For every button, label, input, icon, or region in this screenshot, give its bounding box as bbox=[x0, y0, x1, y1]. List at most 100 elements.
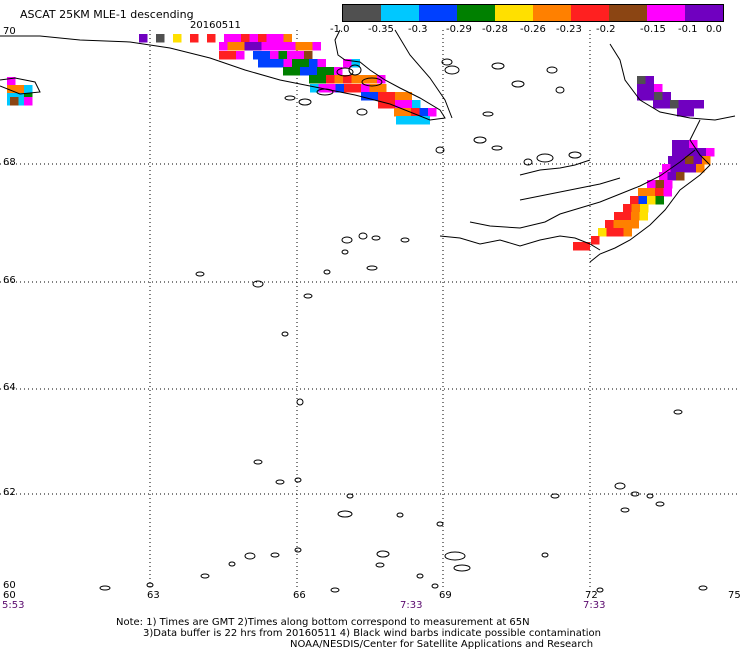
island bbox=[336, 67, 354, 77]
colorbar-cell bbox=[419, 5, 457, 21]
data-pixel bbox=[689, 148, 698, 157]
island bbox=[416, 573, 424, 579]
island bbox=[482, 111, 494, 117]
data-pixel bbox=[258, 59, 267, 68]
data-pixel bbox=[377, 75, 386, 84]
data-pixel bbox=[190, 34, 199, 43]
data-pixel bbox=[662, 92, 671, 101]
data-pixel bbox=[219, 42, 228, 51]
data-pixel bbox=[573, 242, 582, 251]
island bbox=[296, 398, 304, 406]
island bbox=[200, 573, 210, 579]
data-pixel bbox=[334, 75, 343, 84]
lat-lon-grid bbox=[0, 30, 740, 590]
island bbox=[444, 65, 460, 75]
island bbox=[673, 409, 683, 415]
data-pixel bbox=[325, 67, 334, 76]
island bbox=[284, 95, 296, 101]
data-pixel bbox=[413, 116, 422, 125]
data-pixel bbox=[232, 34, 241, 43]
data-pixel bbox=[300, 67, 309, 76]
data-pixel bbox=[369, 84, 378, 93]
x-axis-label: 69 bbox=[439, 590, 452, 601]
data-pixel bbox=[655, 180, 664, 189]
data-pixel bbox=[655, 196, 664, 205]
data-pixel bbox=[637, 84, 646, 93]
data-pixel bbox=[670, 164, 679, 173]
data-pixel bbox=[664, 180, 673, 189]
island bbox=[546, 66, 558, 74]
island bbox=[536, 153, 554, 163]
island bbox=[270, 552, 280, 558]
data-pixel bbox=[702, 156, 711, 165]
data-pixel bbox=[287, 42, 296, 51]
island bbox=[698, 585, 708, 591]
data-pixel bbox=[15, 97, 24, 106]
data-pixel bbox=[687, 100, 696, 109]
data-pixel bbox=[630, 220, 639, 229]
island bbox=[361, 77, 383, 87]
data-pixel bbox=[419, 108, 428, 117]
island bbox=[620, 507, 630, 513]
data-pixel bbox=[613, 220, 622, 229]
data-pixel bbox=[655, 188, 664, 197]
island bbox=[444, 551, 466, 561]
data-pixel bbox=[668, 156, 677, 165]
data-pixel bbox=[645, 84, 654, 93]
data-pixel bbox=[278, 42, 287, 51]
data-pixel bbox=[317, 59, 326, 68]
island bbox=[646, 493, 654, 499]
data-pixel bbox=[173, 34, 182, 43]
data-pixel bbox=[654, 84, 663, 93]
data-pixel bbox=[334, 67, 343, 76]
island bbox=[655, 501, 665, 507]
data-pixel bbox=[312, 42, 321, 51]
map-date: 20160511 bbox=[190, 20, 241, 31]
coastline bbox=[0, 29, 736, 593]
data-pixel bbox=[351, 75, 360, 84]
data-pixel bbox=[646, 188, 655, 197]
map-title: ASCAT 25KM MLE-1 descending bbox=[20, 8, 194, 21]
data-pixel bbox=[638, 188, 647, 197]
data-pixel bbox=[645, 76, 654, 85]
island bbox=[555, 86, 565, 94]
colorbar-label: -0.15 bbox=[640, 24, 666, 35]
data-pixel bbox=[378, 84, 387, 93]
data-pixel bbox=[679, 164, 688, 173]
data-pixel bbox=[270, 51, 279, 60]
island bbox=[473, 136, 487, 144]
data-pixel bbox=[672, 140, 681, 149]
data-pixel bbox=[368, 75, 377, 84]
data-pixel bbox=[676, 172, 685, 181]
data-pixel bbox=[344, 84, 353, 93]
data-pixel bbox=[283, 59, 292, 68]
colorbar-label: -0.1 bbox=[678, 24, 698, 35]
data-pixel bbox=[591, 236, 600, 245]
island bbox=[244, 552, 256, 560]
data-pixel bbox=[326, 75, 335, 84]
island bbox=[348, 64, 362, 76]
data-pixel bbox=[421, 116, 430, 125]
data-pixel bbox=[697, 148, 706, 157]
data-pixel bbox=[15, 85, 24, 94]
data-pixel bbox=[676, 156, 685, 165]
colorbar-cell bbox=[495, 5, 533, 21]
data-pixel bbox=[680, 148, 689, 157]
data-pixel bbox=[253, 51, 262, 60]
data-pixel bbox=[428, 108, 437, 117]
note-line-3: NOAA/NESDIS/Center for Satellite Applica… bbox=[290, 639, 594, 650]
data-pixel bbox=[352, 84, 361, 93]
data-pixel bbox=[695, 100, 704, 109]
data-pixel bbox=[309, 59, 318, 68]
y-axis-label: 64 bbox=[3, 382, 16, 393]
data-pixel bbox=[653, 100, 662, 109]
data-pixel bbox=[309, 75, 318, 84]
data-pixel bbox=[266, 34, 275, 43]
island bbox=[99, 585, 111, 591]
data-pixel bbox=[295, 51, 304, 60]
data-pixel bbox=[404, 116, 413, 125]
data-pixel bbox=[685, 156, 694, 165]
island bbox=[228, 561, 236, 567]
data-pixel bbox=[275, 34, 284, 43]
